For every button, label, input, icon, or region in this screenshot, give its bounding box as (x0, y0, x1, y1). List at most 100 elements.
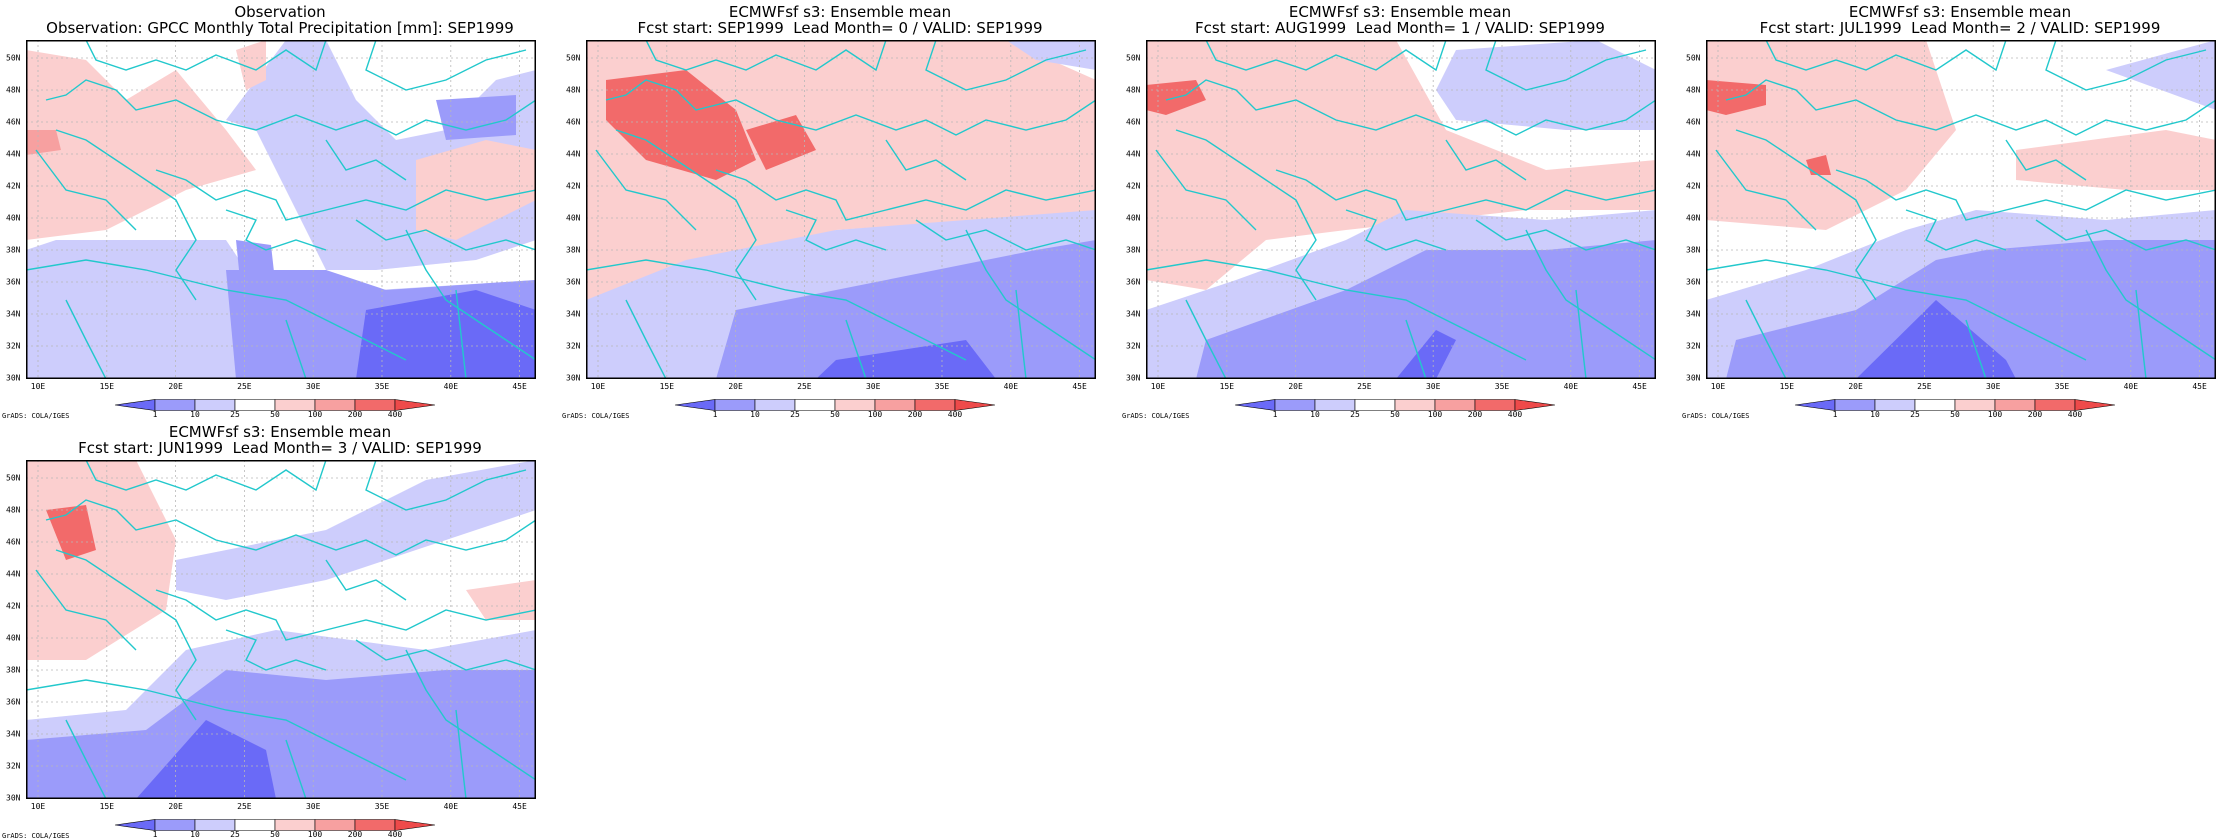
colorbar-level-label: 400 (387, 830, 403, 839)
coastline-4 (1275, 169, 1656, 221)
colorbar-level-label: 1 (1832, 410, 1838, 419)
lat-label: 36N (1686, 277, 1701, 287)
lon-label: 10E (590, 382, 606, 391)
coastline-7 (1146, 259, 1527, 361)
shaded-region-3 (236, 40, 266, 90)
lat-label: 42N (6, 601, 21, 611)
map-frame (26, 40, 536, 379)
lon-label: 20E (1288, 382, 1303, 391)
colorbar-swatch-4 (274, 819, 316, 831)
coastline-4 (1835, 169, 2216, 221)
lat-label: 44N (6, 149, 21, 159)
colorbar (1794, 396, 2116, 411)
colorbar-level-label: 1 (712, 410, 718, 419)
coastline-3 (35, 569, 137, 651)
lat-label: 34N (566, 309, 581, 319)
colorbar-swatch-6 (914, 399, 956, 411)
colorbar (114, 816, 436, 831)
lon-label: 10E (30, 382, 46, 391)
coastline-5 (225, 209, 327, 251)
colorbar-swatch-0 (114, 819, 156, 831)
coastline-11 (1745, 299, 1787, 379)
coastline-3 (35, 149, 137, 231)
coastline-12 (1405, 319, 1427, 379)
precipitation-map (1146, 40, 1656, 379)
colorbar-swatch-5 (1434, 399, 1476, 411)
precipitation-map (1706, 40, 2216, 379)
colorbar-swatch-5 (314, 819, 356, 831)
lon-label: 25E (1917, 382, 1932, 391)
lat-label: 30N (6, 373, 21, 383)
coastline-9 (365, 40, 527, 91)
lat-label: 48N (1126, 85, 1141, 95)
coastline-0 (1205, 40, 1447, 72)
lon-label: 20E (728, 382, 743, 391)
colorbar-swatch-4 (1394, 399, 1436, 411)
colorbar-level-label: 25 (1350, 410, 1360, 419)
lon-label: 40E (1563, 382, 1579, 391)
lat-label: 32N (6, 761, 21, 771)
lon-label: 35E (374, 802, 390, 811)
lon-label: 25E (1357, 382, 1372, 391)
lat-label: 38N (1126, 245, 1141, 255)
coastline-11 (625, 299, 667, 379)
map-panel-0: Observation Observation: GPCC Monthly Tot… (0, 0, 560, 420)
coastline-12 (285, 739, 307, 799)
coastline-8 (405, 229, 536, 361)
lat-label: 36N (566, 277, 581, 287)
colorbar-swatch-3 (1354, 399, 1396, 411)
colorbar-swatch-1 (154, 819, 196, 831)
map-frame (1146, 40, 1656, 379)
lat-label: 48N (6, 85, 21, 95)
colorbar-level-label: 1 (152, 410, 158, 419)
colorbar-swatch-7 (1514, 399, 1556, 411)
coastline-7 (1706, 259, 2087, 361)
grads-credit: GrADS: COLA/IGES (2, 412, 70, 420)
colorbar-swatch-0 (674, 399, 716, 411)
colorbar-swatch-0 (1234, 399, 1276, 411)
panel-title-line2: Fcst start: JUN1999 Lead Month= 3 / VALI… (78, 439, 482, 457)
coastline-10 (1445, 139, 1527, 181)
shaded-region-6 (816, 340, 996, 379)
colorbar-level-label: 25 (230, 410, 240, 419)
lon-label: 25E (797, 382, 812, 391)
colorbar-level-label: 200 (347, 830, 363, 839)
lat-label: 30N (1126, 373, 1141, 383)
coastline-6 (2035, 219, 2216, 251)
lat-label: 44N (1126, 149, 1141, 159)
coastline-2 (55, 129, 197, 301)
colorbar-level-label: 50 (270, 410, 280, 419)
lat-label: 38N (6, 245, 21, 255)
lat-label: 50N (6, 473, 21, 483)
lon-label: 25E (237, 382, 252, 391)
colorbar-swatch-0 (114, 399, 156, 411)
coastline-11 (65, 299, 107, 379)
lat-label: 42N (1686, 181, 1701, 191)
coastline-3 (1715, 149, 1817, 231)
lat-label: 40N (1686, 213, 1701, 223)
lon-label: 40E (443, 802, 459, 811)
coastline-9 (2045, 40, 2207, 91)
panel-title-line2: Fcst start: AUG1999 Lead Month= 1 / VALI… (1195, 19, 1605, 37)
lon-label: 20E (1848, 382, 1863, 391)
colorbar-level-label: 10 (1310, 410, 1320, 419)
shaded-region-2 (26, 50, 256, 240)
panel-title-line2: Fcst start: SEP1999 Lead Month= 0 / VALI… (637, 19, 1043, 37)
lat-label: 44N (566, 149, 581, 159)
shaded-region-3 (1006, 40, 1096, 70)
lat-label: 48N (566, 85, 581, 95)
colorbar (674, 396, 996, 411)
lon-label: 10E (1150, 382, 1166, 391)
coastline-5 (225, 629, 327, 671)
coastline-3 (1155, 149, 1257, 231)
colorbar-level-label: 50 (1390, 410, 1400, 419)
lat-label: 46N (1126, 117, 1141, 127)
lat-label: 46N (6, 117, 21, 127)
colorbar-level-label: 10 (190, 410, 200, 419)
lat-label: 32N (1686, 341, 1701, 351)
shaded-region-4 (416, 140, 536, 240)
colorbar-swatch-2 (194, 819, 236, 831)
colorbar-level-label: 200 (347, 410, 363, 419)
map-panel-1: ECMWFsf s3: Ensemble mean Fcst start: SEP… (560, 0, 1120, 420)
lat-label: 30N (1686, 373, 1701, 383)
